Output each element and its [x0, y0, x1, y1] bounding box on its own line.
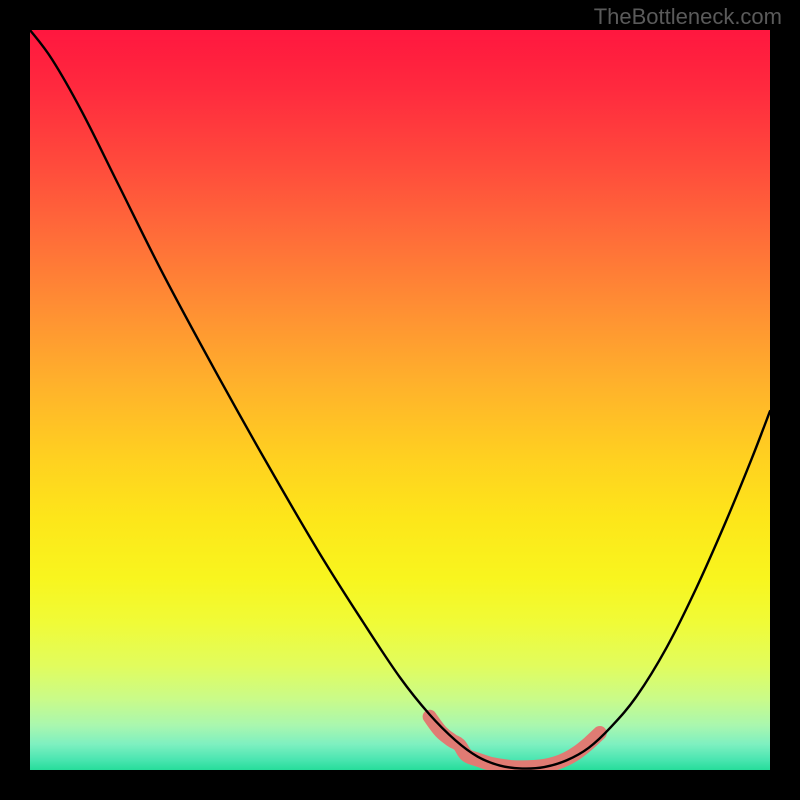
watermark-label: TheBottleneck.com	[594, 4, 782, 29]
watermark-text: TheBottleneck.com	[594, 4, 782, 30]
bottleneck-chart	[0, 0, 800, 800]
